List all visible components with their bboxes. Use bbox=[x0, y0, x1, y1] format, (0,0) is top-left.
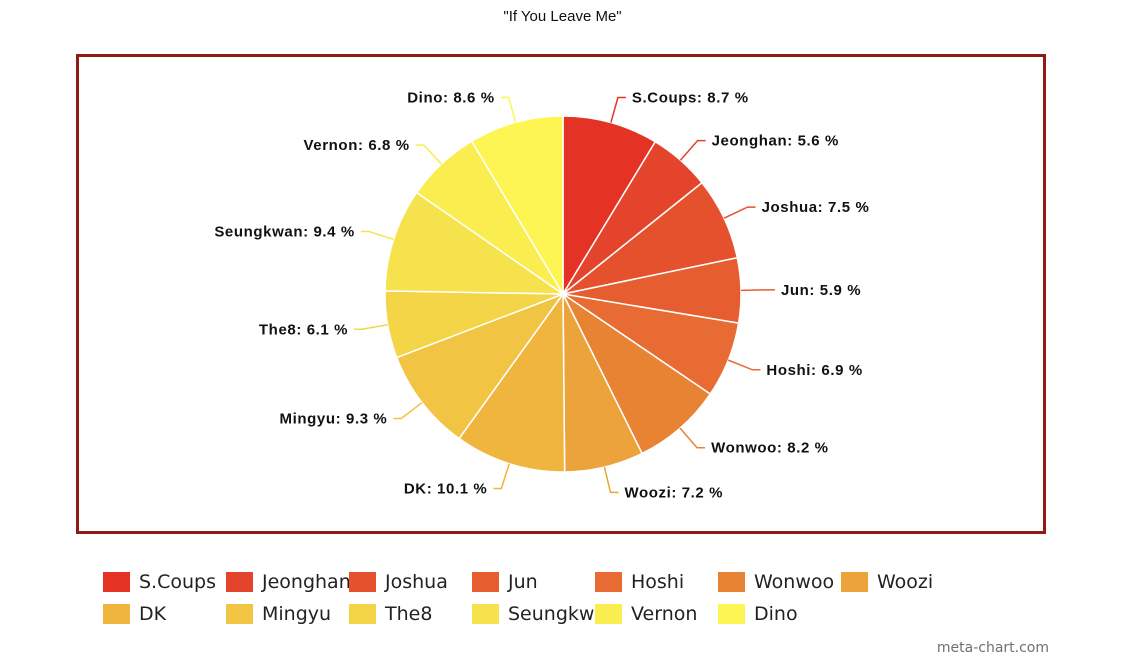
legend-item-jun[interactable]: Jun bbox=[472, 571, 595, 593]
data-label: DK: 10.1 % bbox=[404, 480, 488, 497]
legend-item-wonwoo[interactable]: Wonwoo bbox=[718, 571, 841, 593]
legend-item-woozi[interactable]: Woozi bbox=[841, 571, 964, 593]
data-label: S.Coups: 8.7 % bbox=[632, 90, 749, 107]
legend-label: Seungkwan bbox=[508, 603, 619, 625]
legend-label: Jeonghan bbox=[262, 571, 351, 593]
chart-frame bbox=[76, 54, 1046, 534]
legend-label: Woozi bbox=[877, 571, 934, 593]
data-label: The8: 6.1 % bbox=[259, 321, 348, 338]
pie-slice-wonwoo bbox=[561, 291, 712, 455]
legend-label: The8 bbox=[385, 603, 433, 625]
label-connector bbox=[500, 96, 517, 123]
legend-item-dino[interactable]: Dino bbox=[718, 603, 841, 625]
label-connector bbox=[610, 96, 626, 123]
label-connector bbox=[415, 144, 442, 165]
pie-chart: S.Coups: 8.7 % Jeonghan: 5.6 % Joshua: 7.5… bbox=[214, 89, 870, 501]
data-label: Seungkwan: 9.4 % bbox=[214, 223, 354, 240]
watermark: meta-chart.com bbox=[936, 640, 1049, 656]
legend-swatch bbox=[103, 604, 130, 624]
data-label: Vernon: 6.8 % bbox=[304, 137, 410, 154]
legend-swatch bbox=[349, 604, 376, 624]
data-label: Woozi: 7.2 % bbox=[624, 484, 723, 501]
legend-item-dk[interactable]: DK bbox=[103, 603, 226, 625]
data-label: Dino: 8.6 % bbox=[407, 89, 494, 106]
label-connector bbox=[727, 359, 761, 371]
legend-label: Hoshi bbox=[631, 571, 685, 593]
label-connector bbox=[723, 206, 756, 219]
data-label: Mingyu: 9.3 % bbox=[280, 410, 388, 427]
legend-swatch bbox=[718, 604, 745, 624]
legend-item-s-coups[interactable]: S.Coups bbox=[103, 571, 226, 593]
label-connector bbox=[740, 289, 775, 292]
legend-label: Jun bbox=[508, 571, 538, 593]
legend-label: Vernon bbox=[631, 603, 698, 625]
legend-swatch bbox=[226, 572, 253, 592]
legend-label: Mingyu bbox=[262, 603, 332, 625]
legend-swatch bbox=[349, 572, 376, 592]
legend-item-the8[interactable]: The8 bbox=[349, 603, 472, 625]
legend-row: DK Mingyu The8 Seungkwan Vernon Dino bbox=[103, 598, 1063, 630]
legend-item-vernon[interactable]: Vernon bbox=[595, 603, 718, 625]
legend-label: DK bbox=[139, 603, 167, 625]
label-connector bbox=[393, 402, 423, 420]
legend-swatch bbox=[472, 572, 499, 592]
legend-swatch bbox=[595, 604, 622, 624]
data-label: Hoshi: 6.9 % bbox=[766, 362, 862, 379]
legend-swatch bbox=[103, 572, 130, 592]
label-connector bbox=[679, 139, 706, 161]
legend-label: Wonwoo bbox=[754, 571, 835, 593]
legend-row: S.Coups Jeonghan Joshua Jun Hoshi Wonwoo Woozi bbox=[103, 566, 1063, 598]
legend-label: S.Coups bbox=[139, 571, 216, 593]
legend-label: Joshua bbox=[385, 571, 448, 593]
label-connector bbox=[493, 463, 510, 490]
label-connector bbox=[354, 324, 388, 331]
legend-swatch bbox=[472, 604, 499, 624]
label-connector bbox=[360, 230, 394, 241]
legend-swatch bbox=[841, 572, 868, 592]
legend-item-mingyu[interactable]: Mingyu bbox=[226, 603, 349, 625]
legend-item-joshua[interactable]: Joshua bbox=[349, 571, 472, 593]
label-connector bbox=[679, 427, 706, 449]
pie-slice-dk bbox=[458, 291, 566, 473]
legend-swatch bbox=[718, 572, 745, 592]
data-label: Jun: 5.9 % bbox=[781, 282, 861, 299]
legend-item-seungkwan[interactable]: Seungkwan bbox=[472, 603, 618, 625]
pie-slice-s-coups bbox=[562, 115, 657, 297]
legend-item-hoshi[interactable]: Hoshi bbox=[595, 571, 718, 593]
legend-item-jeonghan[interactable]: Jeonghan bbox=[226, 571, 351, 593]
legend: S.Coups Jeonghan Joshua Jun Hoshi Wonwoo Woozi… bbox=[103, 566, 1063, 630]
data-label: Wonwoo: 8.2 % bbox=[711, 440, 829, 457]
chart-title: "If You Leave Me" bbox=[503, 8, 622, 25]
pie-slice-dino bbox=[470, 115, 564, 297]
legend-swatch bbox=[226, 604, 253, 624]
data-label: Jeonghan: 5.6 % bbox=[712, 133, 839, 150]
data-label: Joshua: 7.5 % bbox=[762, 199, 870, 216]
label-connector bbox=[603, 466, 619, 494]
legend-swatch bbox=[595, 572, 622, 592]
legend-label: Dino bbox=[754, 603, 798, 625]
